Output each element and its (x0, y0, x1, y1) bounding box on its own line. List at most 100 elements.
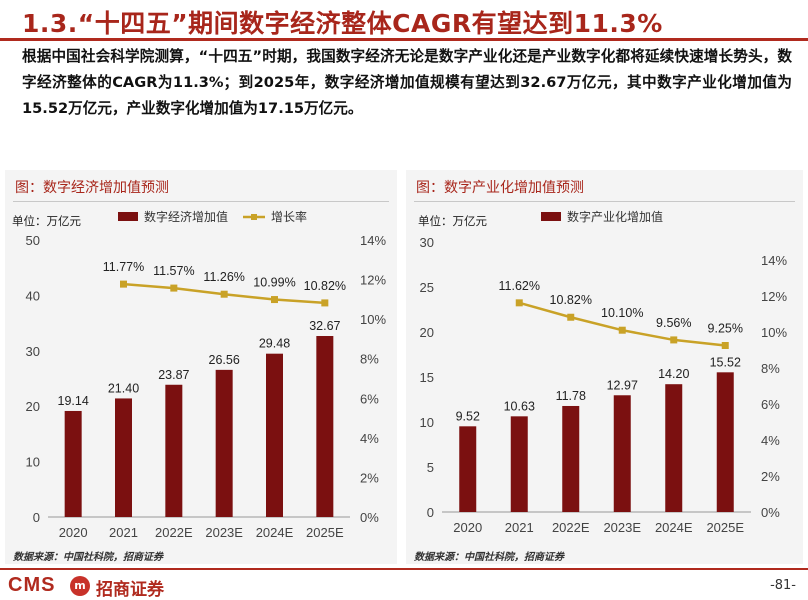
digital-industrialization-chart: 数字产业化增加值 0 5 10 15 20 25 30 0% 2% 4% 6% 8% 10% 12% 14% 9… (420, 209, 788, 535)
y-left-tick-label: 10 (26, 455, 40, 470)
legend-line-label: 增长率 (271, 209, 307, 224)
growth-rate-label: 11.57% (153, 264, 194, 278)
bar-2022E (165, 384, 183, 517)
x-tick-label: 2023E (205, 525, 243, 540)
growth-rate-label: 10.82% (550, 293, 592, 307)
bar-value-label: 14.20 (658, 367, 689, 381)
bar-value-label: 26.56 (209, 353, 240, 367)
growth-rate-point (721, 342, 729, 349)
intro-paragraph: 根据中国社会科学院测算，“十四五”时期，我国数字经济无论是数字产业化还是产业数字… (22, 48, 792, 117)
y-right-tick-label: 2% (360, 470, 379, 485)
y-right-tick-label: 0% (761, 505, 780, 520)
x-tick-label: 2021 (109, 525, 138, 540)
x-tick-label: 2020 (59, 525, 88, 540)
bar-2024E (665, 384, 683, 512)
x-tick-label: 2024E (256, 525, 294, 540)
y-left-tick-label: 40 (26, 288, 40, 303)
footer-divider (0, 568, 808, 570)
bar-value-label: 29.48 (259, 337, 290, 351)
legend-bar-swatch (541, 212, 561, 221)
y-right-tick-label: 8% (761, 361, 780, 376)
bar-value-label: 19.14 (58, 394, 89, 408)
bar-2021 (115, 398, 132, 517)
growth-rate-point (567, 313, 575, 321)
x-tick-label: 2025E (706, 520, 744, 535)
y-right-tick-label: 14% (761, 253, 787, 268)
bar-value-label: 21.40 (108, 381, 139, 395)
bar-2022E (562, 405, 580, 512)
growth-rate-label: 11.62% (499, 279, 540, 293)
chart-title: 图：数字产业化增加值预测 (416, 180, 584, 196)
growth-rate-point (170, 284, 178, 292)
logo-mark-icon: m (70, 576, 90, 596)
unit-label: 单位：万亿元 (418, 214, 487, 228)
legend-bar-swatch (118, 212, 138, 221)
bar-value-label: 15.52 (710, 355, 741, 369)
chart-title-divider (414, 201, 795, 202)
y-left-tick-label: 30 (420, 235, 434, 250)
data-source: 数据来源：中国社科院，招商证券 (414, 552, 564, 563)
y-right-tick-label: 4% (761, 433, 780, 448)
growth-rate-label: 10.82% (304, 279, 346, 293)
legend-bar-label: 数字产业化增加值 (567, 209, 663, 224)
y-right-tick-label: 10% (761, 325, 787, 340)
y-left-tick-label: 10 (420, 415, 434, 430)
page-number: -81- (770, 578, 796, 593)
growth-rate-point (515, 299, 523, 307)
x-tick-label: 2021 (505, 520, 534, 535)
growth-rate-label: 9.25% (708, 322, 743, 336)
growth-rate-label: 10.10% (601, 306, 643, 320)
legend-line-marker (251, 214, 257, 220)
bar-value-label: 32.67 (309, 319, 340, 333)
chart-title: 图：数字经济增加值预测 (15, 180, 169, 196)
chart-title-divider (13, 201, 389, 202)
x-tick-label: 2022E (155, 525, 193, 540)
chart-panel-digital-economy: 图：数字经济增加值预测 单位：万亿元 数字经济增加值 增长率 0 10 20 30 40 50… (5, 170, 397, 564)
growth-rate-label: 11.26% (203, 270, 244, 284)
title-divider (0, 38, 808, 41)
x-tick-label: 2023E (603, 520, 641, 535)
x-tick-label: 2020 (453, 520, 482, 535)
growth-rate-label: 9.56% (656, 316, 691, 330)
logo-text: CMS (8, 574, 56, 596)
y-right-tick-label: 6% (360, 391, 379, 406)
y-right-tick-label: 14% (360, 233, 386, 248)
bar-2021 (510, 416, 528, 512)
bar-2020 (64, 410, 82, 517)
bar-2025E (316, 336, 334, 517)
y-right-tick-label: 12% (761, 289, 787, 304)
x-tick-label: 2024E (655, 520, 693, 535)
growth-rate-point (618, 326, 626, 334)
growth-rate-point (670, 336, 678, 344)
y-right-tick-label: 8% (360, 352, 379, 367)
logo-chinese-name: 招商证券 (96, 580, 164, 600)
chart-panel-digital-industrialization: 图：数字产业化增加值预测 单位：万亿元 数字产业化增加值 0 5 10 15 20 25 30… (406, 170, 803, 564)
growth-rate-point (321, 299, 329, 307)
y-left-tick-label: 15 (420, 370, 434, 385)
bar-value-label: 23.87 (158, 368, 189, 382)
y-left-tick-label: 0 (427, 505, 434, 520)
y-left-tick-label: 30 (26, 344, 40, 359)
bar-value-label: 11.78 (556, 389, 586, 403)
y-left-tick-label: 0 (33, 510, 40, 525)
growth-rate-point (220, 290, 228, 298)
y-right-tick-label: 4% (360, 431, 379, 446)
bar-value-label: 12.97 (607, 378, 638, 392)
y-right-tick-label: 12% (360, 273, 386, 288)
bar-2023E (613, 395, 631, 512)
x-tick-label: 2022E (552, 520, 590, 535)
y-right-tick-label: 10% (360, 312, 386, 327)
bar-2024E (266, 353, 283, 517)
growth-rate-point (271, 296, 278, 304)
bar-2020 (459, 426, 477, 512)
bar-2025E (716, 372, 734, 512)
bar-value-label: 9.52 (456, 409, 480, 423)
y-left-tick-label: 20 (420, 325, 434, 340)
y-left-tick-label: 25 (420, 280, 434, 295)
legend-bar-label: 数字经济增加值 (144, 209, 228, 224)
y-right-tick-label: 0% (360, 510, 379, 525)
bar-2023E (215, 369, 233, 517)
y-left-tick-label: 50 (26, 233, 40, 248)
growth-rate-label: 11.77% (103, 260, 144, 274)
growth-rate-point (120, 280, 127, 288)
